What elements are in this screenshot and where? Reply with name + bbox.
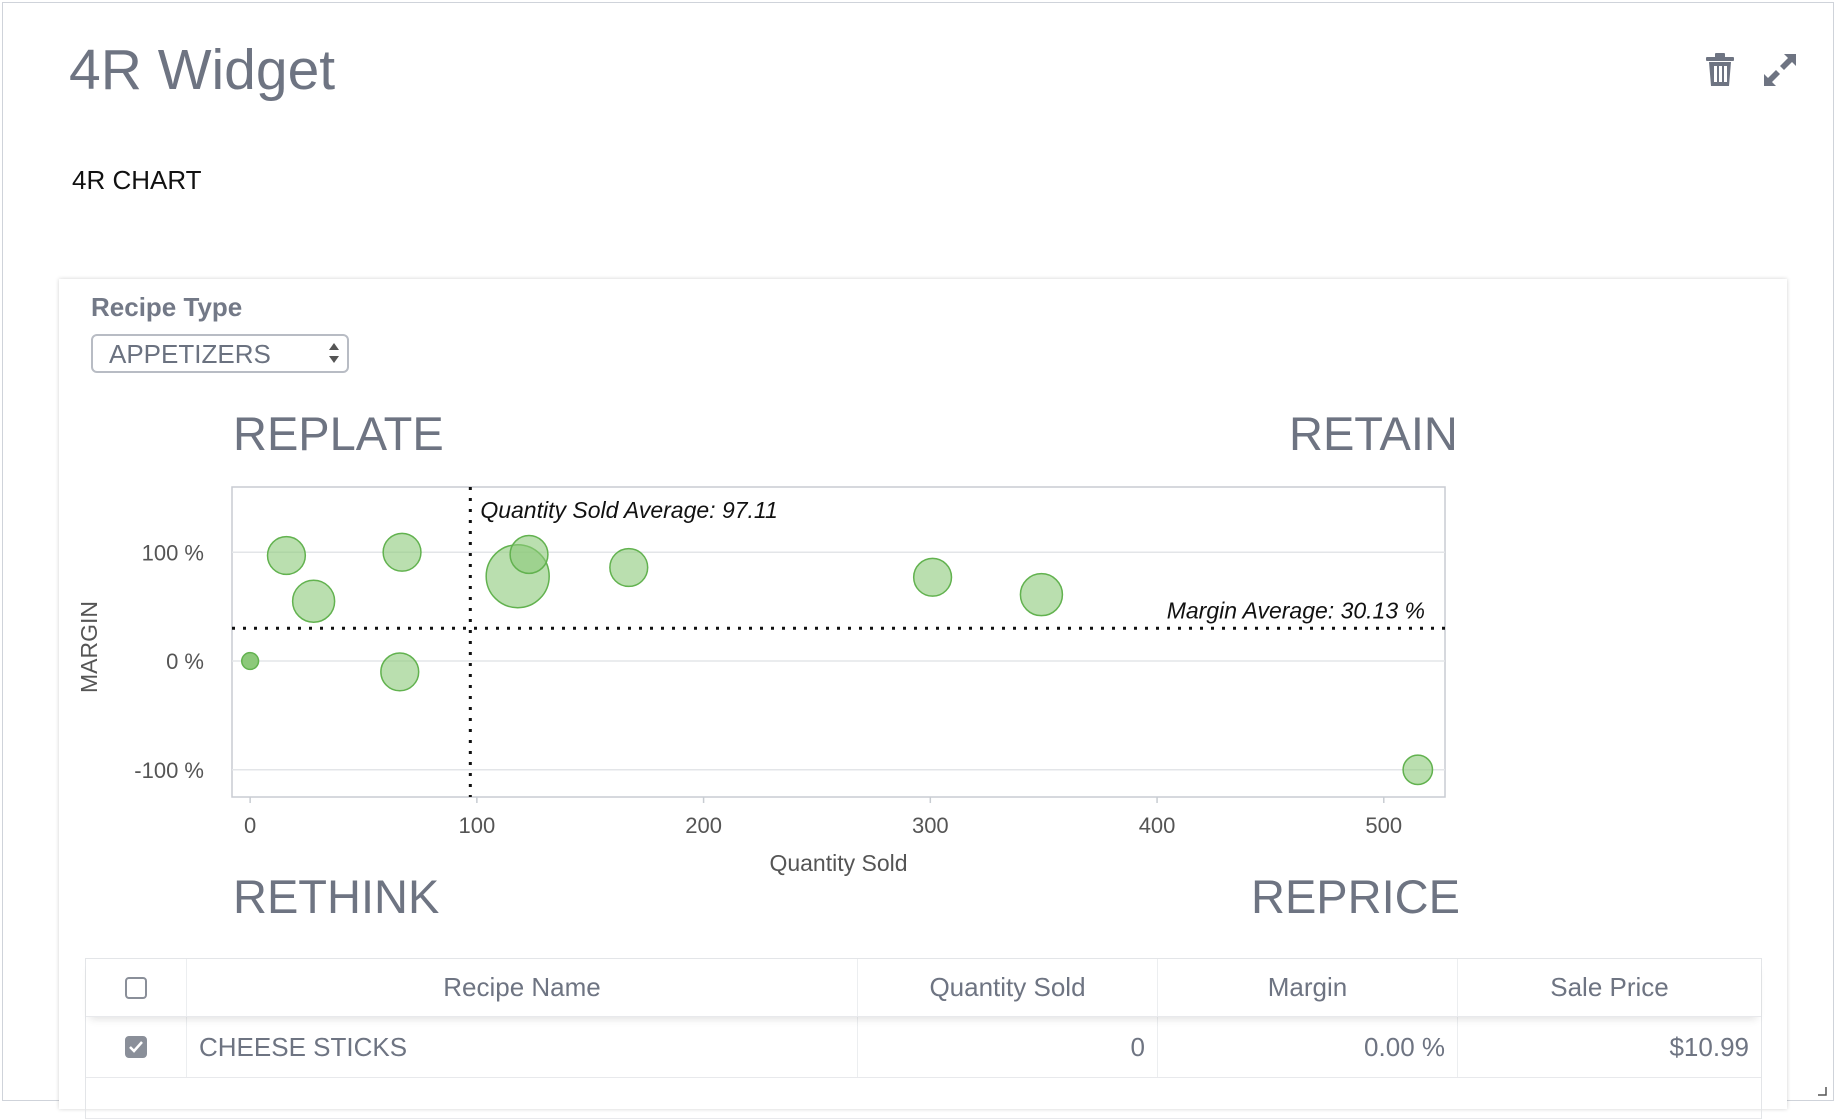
table-row[interactable] <box>86 1078 1761 1119</box>
margin-average-label: Margin Average: 30.13 % <box>1167 597 1425 623</box>
data-point <box>609 547 649 588</box>
expand-button[interactable] <box>1759 49 1801 91</box>
recipe-type-select[interactable]: APPETIZERS <box>91 334 349 373</box>
cell-sale-price: $10.99 <box>1669 1031 1749 1062</box>
checkmark-icon <box>129 1041 143 1053</box>
data-point <box>380 652 420 692</box>
table-header-row: Recipe Name Quantity Sold Margin Sale Pr… <box>86 959 1761 1017</box>
quadrant-label-retain: RETAIN <box>1289 407 1458 460</box>
recipe-type-label: Recipe Type <box>91 292 243 322</box>
scatter-chart: 100 % 0 % -100 % 0 100 200 300 400 500 Quantity S… <box>76 486 1446 876</box>
column-header-margin[interactable]: Margin <box>1158 959 1458 1016</box>
x-axis-label: Quantity Sold <box>769 850 907 876</box>
quadrant-label-replate: REPLATE <box>233 407 444 460</box>
y-tick-label: 100 % <box>142 540 204 565</box>
cell-quantity-sold: 0 <box>858 1017 1158 1077</box>
trash-icon <box>1706 53 1734 86</box>
chart-card: Recipe Type APPETIZERS REPLATE RETAIN RE… <box>59 279 1787 1119</box>
section-label: 4R CHART <box>72 165 202 195</box>
resize-grip-icon[interactable] <box>1817 1086 1827 1096</box>
x-tick-label: 500 <box>1365 813 1402 838</box>
column-header-sale-price[interactable]: Sale Price <box>1550 972 1669 1002</box>
data-point <box>912 557 953 597</box>
recipe-table: Recipe Name Quantity Sold Margin Sale Pr… <box>85 958 1762 1119</box>
y-tick-label: 0 % <box>166 649 204 674</box>
data-point <box>266 535 307 576</box>
row-select-cell <box>86 1017 187 1077</box>
column-header-recipe-name[interactable]: Recipe Name <box>187 959 858 1016</box>
column-header-quantity-sold[interactable]: Quantity Sold <box>858 959 1158 1016</box>
data-point <box>1019 572 1064 617</box>
y-tick-label: -100 % <box>134 758 204 783</box>
select-all-checkbox[interactable] <box>125 976 147 999</box>
quadrant-label-rethink: RETHINK <box>233 870 440 923</box>
x-tick-label: 400 <box>1139 813 1176 838</box>
select-all-cell <box>86 959 187 1016</box>
cell-recipe-name: CHEESE STICKS <box>187 1017 858 1077</box>
data-point <box>382 532 422 572</box>
data-point <box>1402 754 1434 786</box>
table-row[interactable]: CHEESE STICKS 0 0.00 % $10.99 <box>86 1017 1761 1078</box>
x-tick-label: 200 <box>685 813 722 838</box>
widget-title: 4R Widget <box>69 38 336 102</box>
cell-margin: 0.00 % <box>1158 1017 1458 1077</box>
row-checkbox[interactable] <box>125 1036 147 1058</box>
quadrant-label-reprice: REPRICE <box>1251 870 1460 923</box>
x-tick-label: 300 <box>912 813 949 838</box>
data-point <box>509 534 549 575</box>
expand-arrows-icon <box>1764 54 1796 86</box>
delete-button[interactable] <box>1699 49 1741 91</box>
data-point <box>291 579 336 623</box>
x-tick-label: 100 <box>459 813 496 838</box>
recipe-type-selected-value: APPETIZERS <box>109 339 271 369</box>
x-tick-label: 0 <box>244 813 256 838</box>
select-arrows-icon <box>329 343 339 363</box>
data-point <box>240 651 260 671</box>
plot-area <box>231 486 1446 798</box>
y-axis-label: MARGIN <box>76 601 102 693</box>
quantity-average-label: Quantity Sold Average: 97.11 <box>480 497 778 523</box>
